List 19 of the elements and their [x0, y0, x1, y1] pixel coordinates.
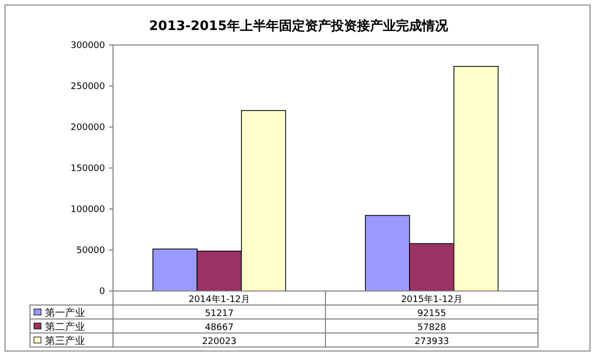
y-tick-label: 0 — [99, 287, 106, 297]
data-label: 57828 — [417, 323, 446, 333]
legend-label: 第二产业 — [45, 321, 85, 333]
data-label: 220023 — [202, 337, 236, 347]
x-tick-label: 2015年1-12月 — [401, 294, 462, 305]
data-label: 92155 — [417, 309, 446, 319]
legend-label: 第一产业 — [45, 307, 85, 319]
y-tick-label: 300000 — [70, 41, 106, 51]
y-tick-label: 250000 — [70, 82, 106, 92]
legend-label: 第三产业 — [45, 335, 85, 347]
data-label: 51217 — [204, 309, 234, 319]
data-label: 48667 — [204, 323, 234, 333]
data-label: 273933 — [414, 337, 449, 347]
y-tick-label: 200000 — [70, 123, 106, 133]
chart-title: 2013-2015年上半年固定资产投资接产业完成情况 — [149, 18, 449, 34]
y-tick-label: 100000 — [70, 205, 106, 215]
y-tick-label: 150000 — [70, 164, 106, 174]
y-tick-label: 50000 — [76, 246, 106, 256]
x-tick-label: 2014年1-12月 — [188, 294, 250, 305]
